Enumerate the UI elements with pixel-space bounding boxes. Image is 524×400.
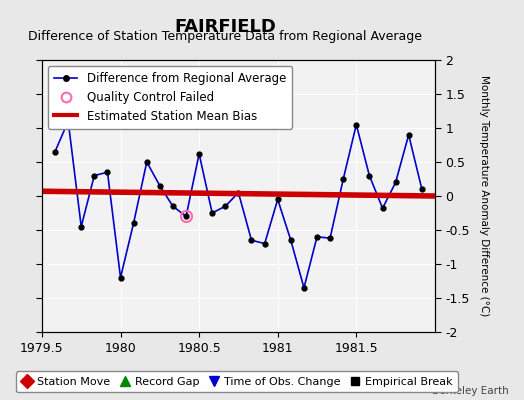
Y-axis label: Monthly Temperature Anomaly Difference (°C): Monthly Temperature Anomaly Difference (… xyxy=(479,75,489,317)
Text: Berkeley Earth: Berkeley Earth xyxy=(432,386,508,396)
Legend: Station Move, Record Gap, Time of Obs. Change, Empirical Break: Station Move, Record Gap, Time of Obs. C… xyxy=(16,371,458,392)
Legend: Difference from Regional Average, Quality Control Failed, Estimated Station Mean: Difference from Regional Average, Qualit… xyxy=(48,66,292,128)
Text: Difference of Station Temperature Data from Regional Average: Difference of Station Temperature Data f… xyxy=(28,30,422,43)
Text: FAIRFIELD: FAIRFIELD xyxy=(174,18,276,36)
